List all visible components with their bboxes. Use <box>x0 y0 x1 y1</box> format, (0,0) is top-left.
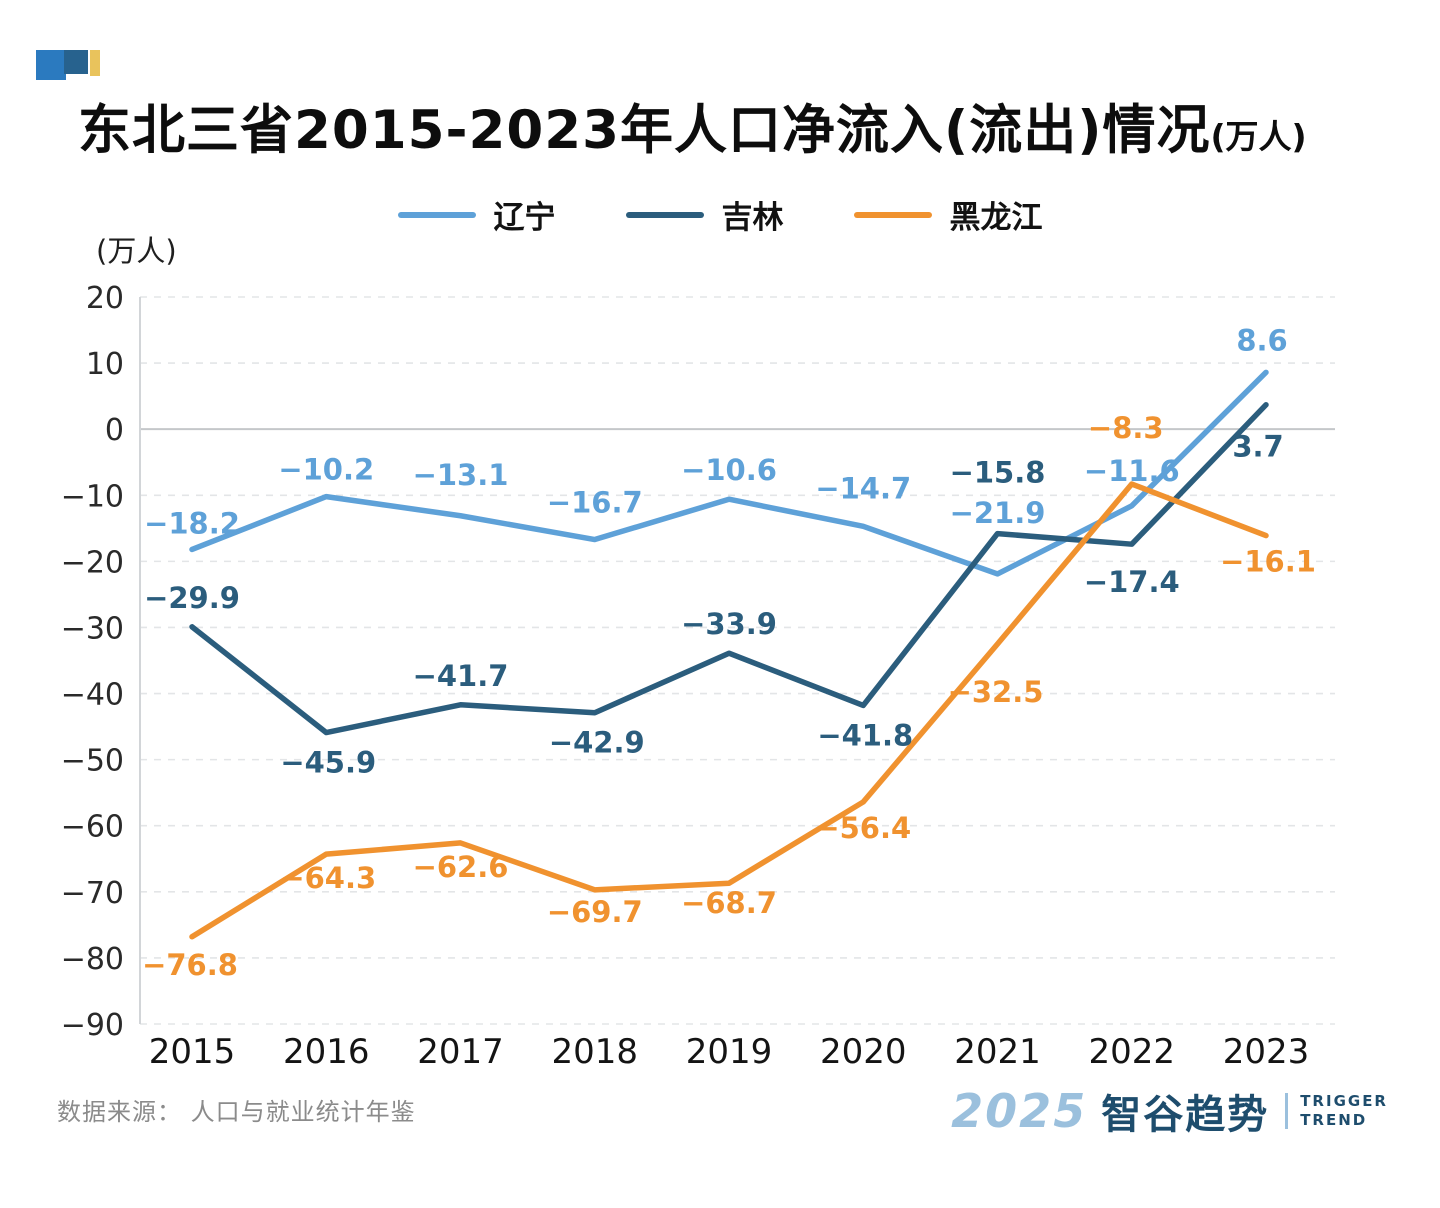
logo-square-yellow-icon <box>90 50 100 76</box>
legend-line-icon <box>397 211 476 218</box>
y-tick-label: −70 <box>61 876 124 911</box>
x-tick-label: 2019 <box>686 1032 773 1072</box>
data-label: −64.3 <box>280 861 376 895</box>
x-tick-label: 2015 <box>149 1032 236 1072</box>
data-label: −42.9 <box>549 726 645 760</box>
x-tick-label: 2017 <box>417 1032 504 1072</box>
y-tick-label: −80 <box>61 942 124 977</box>
data-label: −8.3 <box>1088 411 1164 445</box>
data-label: −11.6 <box>1084 454 1180 488</box>
page-title: 东北三省2015-2023年人口净流入(流出)情况(万人) <box>78 88 1307 164</box>
data-source-label: 数据来源： 人口与就业统计年鉴 <box>57 1098 416 1126</box>
x-tick-label: 2016 <box>283 1032 370 1072</box>
legend-label: 黑龙江 <box>949 200 1043 236</box>
y-tick-label: 0 <box>105 413 124 448</box>
data-label: −17.4 <box>1084 565 1180 599</box>
logo-square-blue-icon <box>36 50 66 80</box>
y-axis-unit-label: (万人) <box>96 234 177 268</box>
data-label: −16.7 <box>547 486 643 520</box>
data-label: −56.4 <box>815 811 911 845</box>
brand-tagline: TRIGGER TREND <box>1300 1092 1388 1130</box>
brand-tagline-line1: TRIGGER <box>1300 1092 1388 1111</box>
data-label: −29.9 <box>144 581 240 615</box>
data-label: −14.7 <box>815 471 911 505</box>
data-label: −10.6 <box>681 453 777 487</box>
brand-divider <box>1285 1093 1289 1129</box>
data-label: −21.9 <box>950 496 1046 530</box>
legend-label: 吉林 <box>721 200 784 236</box>
data-label: −76.8 <box>142 948 238 982</box>
brand-name: 智谷趋势 <box>1101 1092 1270 1138</box>
y-tick-label: 20 <box>86 281 124 316</box>
y-tick-label: −60 <box>61 810 124 845</box>
logo-square-dark-icon <box>64 50 88 74</box>
data-label: −10.2 <box>278 453 374 487</box>
data-label: −41.7 <box>413 659 509 693</box>
chart-legend: 辽宁 吉林 黑龙江 <box>0 192 1440 237</box>
brand-logo: 2025 智谷趋势 TRIGGER TREND <box>951 1082 1388 1140</box>
data-label: −45.9 <box>280 746 376 780</box>
legend-item-2: 吉林 <box>625 192 784 237</box>
data-label: −33.9 <box>681 607 777 641</box>
data-label: −68.7 <box>681 886 777 920</box>
y-tick-label: 10 <box>86 347 124 382</box>
page-title-main: 东北三省2015-2023年人口净流入(流出)情况 <box>78 100 1211 161</box>
data-label: −16.1 <box>1220 545 1316 579</box>
data-label: −69.7 <box>547 895 643 929</box>
x-tick-label: 2021 <box>954 1032 1041 1072</box>
x-tick-label: 2018 <box>551 1032 638 1072</box>
x-tick-label: 2020 <box>820 1032 907 1072</box>
legend-line-icon <box>853 211 932 218</box>
data-label: −41.8 <box>817 718 913 752</box>
data-label: −18.2 <box>144 506 240 540</box>
x-tick-label: 2022 <box>1088 1032 1175 1072</box>
legend-label: 辽宁 <box>493 200 556 236</box>
series-line-1 <box>189 369 1269 577</box>
data-label: −15.8 <box>950 456 1046 490</box>
brand-year: 2025 <box>951 1084 1088 1138</box>
data-label: 8.6 <box>1236 323 1287 357</box>
logo-mark <box>36 50 100 82</box>
page-title-unit: (万人) <box>1210 117 1307 156</box>
y-tick-label: −90 <box>61 1008 124 1043</box>
y-tick-label: −20 <box>61 545 124 580</box>
data-label: −13.1 <box>413 458 509 492</box>
x-tick-label: 2023 <box>1223 1032 1310 1072</box>
data-label: −32.5 <box>948 675 1044 709</box>
data-label: −62.6 <box>413 850 509 884</box>
brand-tagline-line2: TREND <box>1300 1111 1368 1129</box>
y-tick-label: −10 <box>61 479 124 514</box>
series-line-3 <box>189 481 1269 940</box>
y-tick-label: −40 <box>61 678 124 713</box>
legend-item-3: 黑龙江 <box>853 192 1043 237</box>
y-tick-label: −30 <box>61 611 124 646</box>
legend-line-icon <box>625 211 704 218</box>
y-tick-label: −50 <box>61 744 124 779</box>
legend-item-1: 辽宁 <box>397 192 556 237</box>
data-label: 3.7 <box>1232 430 1283 464</box>
